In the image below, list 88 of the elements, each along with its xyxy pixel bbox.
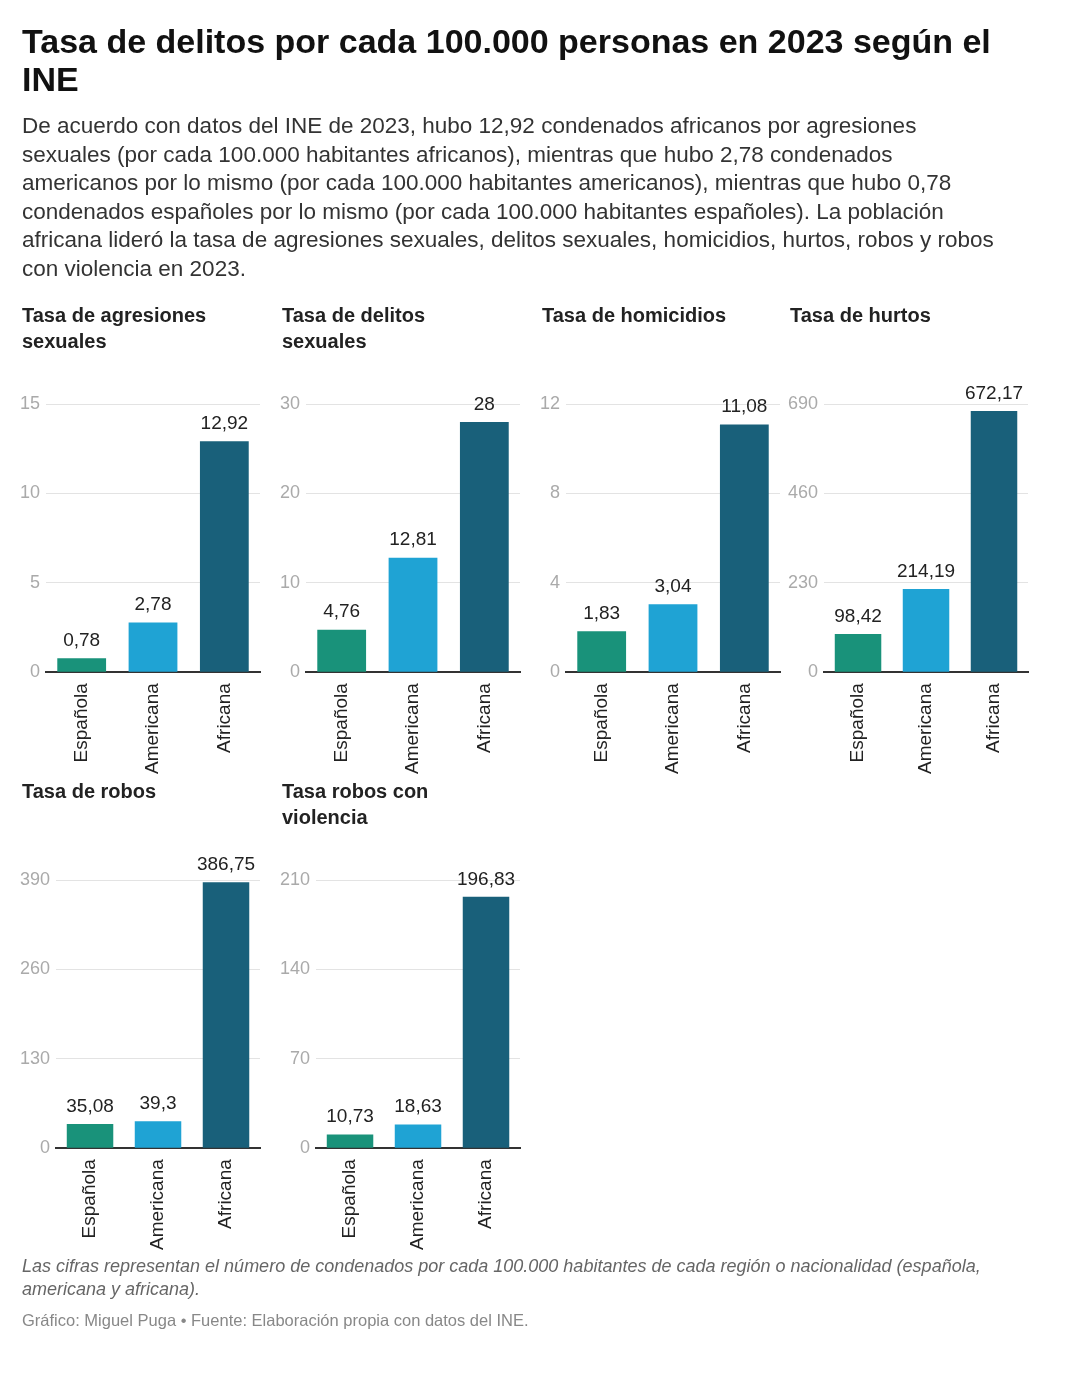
data-label: 3,04 [654,574,692,596]
bar [202,882,250,1148]
data-label: 672,17 [964,381,1024,403]
x-tick-label: Española [69,682,91,763]
bar [317,629,367,672]
y-tick-label: 210 [279,868,311,889]
x-tick-label: Americana [401,682,423,775]
y-tick-label: 0 [300,1137,311,1158]
bar [66,1124,114,1148]
bar [134,1121,182,1148]
data-label: 2,78 [134,593,172,615]
y-tick-label: 0 [30,661,41,682]
y-tick-label: 130 [19,1047,51,1068]
y-tick-label: 690 [787,392,819,413]
y-tick-label: 140 [279,958,311,979]
chart-title: Tasa robos con violencia [282,779,430,830]
chart-title: Tasa de hurtos [790,303,932,328]
x-tick-label: Española [338,1158,360,1239]
bar [648,604,698,672]
bar [128,622,178,672]
bar [199,441,249,672]
y-tick-label: 0 [290,661,301,682]
y-tick-label: 20 [279,482,301,503]
bar [719,424,769,672]
data-label: 386,75 [196,852,256,874]
y-tick-label: 5 [30,571,41,592]
chart-title: Tasa de agresiones sexuales [22,303,208,354]
x-tick-label: Americana [146,1158,168,1251]
y-tick-label: 12 [539,392,561,413]
data-label: 11,08 [721,395,768,417]
x-tick-label: Americana [141,682,163,775]
chart-title: Tasa de homicidios [542,303,728,328]
y-tick-label: 260 [19,958,51,979]
bar [388,557,438,672]
text: Gráfico: Miguel Puga • Fuente: Elaboración propia con datos del INE. [22,1311,530,1330]
bar [459,421,509,672]
data-label: 98,42 [834,604,882,626]
y-tick-label: 0 [40,1137,51,1158]
data-label: 35,08 [66,1094,114,1116]
text: De acuerdo con datos del INE de 2023, hubo 12,92 condenados africanos por agresiones sexuales (por cada 100.000 habitantes africanos), mientras que hubo 2,78 condenados americanos por lo mismo (por cada 100.000 habitantes americanos), mientras que hubo 0,78 condenados españoles por lo mismo (por cada 100.000 habitantes españoles). La población africana lideró la tasa de agresiones sexuales, delitos sexuales, homicidios, hurtos, robos y robos con violencia en 2023. [22,112,995,283]
y-tick-label: 10 [279,571,301,592]
y-tick-label: 0 [550,661,561,682]
x-tick-label: Americana [406,1158,428,1251]
data-label: 0,78 [63,628,101,650]
x-tick-label: Africana [214,1158,236,1229]
data-label: 214,19 [896,559,956,581]
chart-title: Tasa de delitos sexuales [282,303,426,354]
data-label: 12,81 [389,528,437,550]
y-tick-label: 230 [787,571,819,592]
y-tick-label: 390 [19,868,51,889]
y-tick-label: 30 [279,392,301,413]
bar [394,1124,442,1148]
x-tick-label: Africana [474,1158,496,1229]
data-label: 1,83 [583,602,621,624]
y-tick-label: 4 [550,571,561,592]
bar [902,588,950,672]
x-tick-label: Africana [472,682,494,753]
bar [462,896,510,1148]
bar [577,631,627,672]
data-label: 18,63 [394,1095,442,1117]
x-tick-label: Africana [982,682,1004,753]
data-label: 10,73 [326,1105,374,1127]
data-label: 196,83 [456,867,516,889]
text: Tasa de delitos por cada 100.000 personas en 2023 según el INE [22,22,992,98]
x-tick-label: Americana [914,682,936,775]
y-tick-label: 15 [19,392,41,413]
y-tick-label: 70 [290,1047,311,1068]
y-tick-label: 10 [19,482,41,503]
x-tick-label: Africana [212,682,234,753]
y-tick-label: 0 [808,661,819,682]
data-label: 4,76 [323,600,361,622]
x-tick-label: Africana [732,682,754,753]
data-label: 28 [473,392,495,414]
bar [834,633,882,672]
x-tick-label: Española [589,682,611,763]
data-label: 12,92 [200,411,249,433]
y-tick-label: 460 [787,482,819,503]
y-tick-label: 8 [550,482,561,503]
bar [326,1134,374,1148]
x-tick-label: Española [846,682,868,763]
chart-title: Tasa de robos [22,779,158,804]
x-tick-label: Americana [661,682,683,775]
text: Las cifras representan el número de condenados por cada 100.000 habitantes de cada región o nacionalidad (española, americana y africana). [22,1255,982,1301]
data-label: 39,3 [139,1091,177,1113]
x-tick-label: Española [78,1158,100,1239]
x-tick-label: Española [329,682,351,763]
bar [970,410,1018,672]
bar [57,658,107,672]
